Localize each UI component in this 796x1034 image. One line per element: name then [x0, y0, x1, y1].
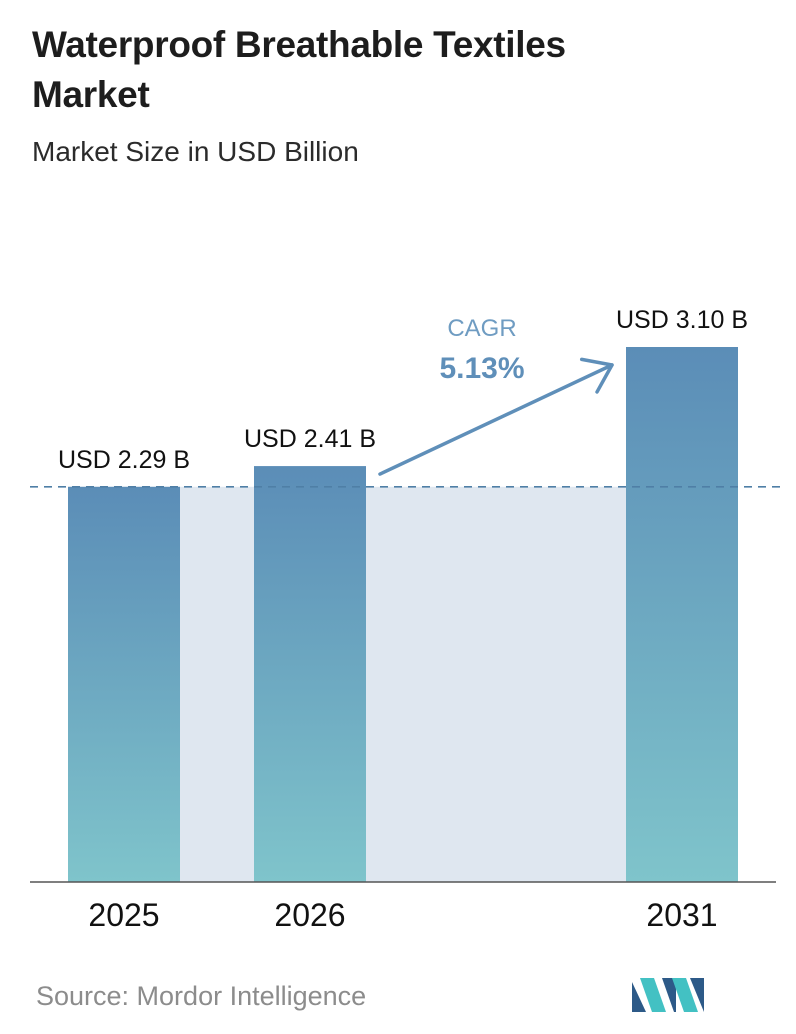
logo-mid-shape-b — [662, 978, 676, 1012]
category-label-2025: 2025 — [88, 897, 159, 933]
cagr-arrow — [378, 357, 614, 476]
bar-2025 — [68, 486, 180, 882]
value-label-2026: USD 2.41 B — [244, 425, 376, 453]
value-label-2031: USD 3.10 B — [616, 306, 748, 334]
category-label-2031: 2031 — [646, 897, 717, 933]
category-label-2026: 2026 — [274, 897, 345, 933]
chart-title: Waterproof Breathable Textiles Market — [32, 24, 566, 115]
cagr-value: 5.13% — [439, 352, 524, 385]
cagr-label: CAGR — [447, 315, 516, 342]
logo-right-shape-b — [690, 978, 704, 1012]
logo-left-shape — [632, 982, 646, 1012]
chart-subtitle: Market Size in USD Billion — [32, 136, 359, 167]
source-label: Source: Mordor Intelligence — [36, 981, 367, 1011]
mordor-intelligence-logo — [632, 978, 704, 1012]
logo-right-shape-a — [672, 978, 698, 1012]
value-label-2025: USD 2.29 B — [58, 446, 190, 474]
bar-2026 — [254, 466, 366, 882]
bar-2031 — [626, 347, 738, 882]
logo-mid-shape-a — [640, 978, 666, 1012]
